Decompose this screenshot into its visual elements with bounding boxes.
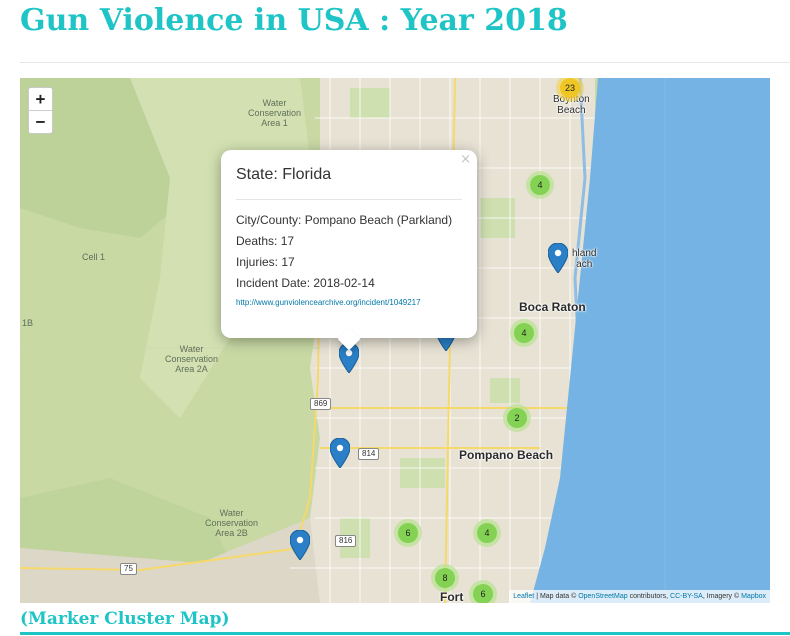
popup-close-button[interactable]: ×	[460, 152, 471, 167]
openstreetmap-link[interactable]: OpenStreetMap	[578, 593, 628, 600]
map-attribution: Leaflet | Map data © OpenStreetMap contr…	[509, 590, 770, 603]
zoom-in-button[interactable]: +	[29, 88, 52, 111]
cluster-count: 23	[560, 78, 580, 98]
map-marker-icon[interactable]	[290, 530, 310, 560]
marker-cluster[interactable]: 6	[394, 519, 422, 547]
cluster-count: 4	[477, 523, 497, 543]
license-link[interactable]: CC-BY-SA	[670, 593, 703, 600]
cluster-count: 4	[530, 175, 550, 195]
attribution-text: contributors,	[627, 593, 671, 600]
city-label-boca-raton: Boca Raton	[519, 300, 586, 314]
marker-cluster[interactable]: 4	[473, 519, 501, 547]
incident-popup: × State: Florida City/County: Pompano Be…	[221, 150, 477, 351]
marker-cluster[interactable]: 4	[526, 171, 554, 199]
zoom-control: + −	[28, 87, 53, 134]
marker-cluster[interactable]: 23	[556, 78, 584, 102]
label-cell1: Cell 1	[82, 252, 106, 262]
popup-state: State: Florida	[236, 166, 332, 183]
popup-divider	[236, 199, 462, 200]
popup-deaths: Deaths: 17	[236, 234, 295, 248]
page-title: Gun Violence in USA : Year 2018	[20, 3, 568, 38]
label-wca1: Water Conservation Area 1	[248, 98, 302, 128]
marker-cluster[interactable]: 6	[469, 580, 497, 603]
marker-cluster[interactable]: 8	[431, 564, 459, 592]
marker-cluster[interactable]: 4	[510, 319, 538, 347]
route-shield-816: 816	[335, 535, 357, 547]
city-label-fort-lauderdale: Fort	[440, 590, 464, 603]
popup-incident-link[interactable]: http://www.gunviolencearchive.org/incide…	[236, 298, 421, 307]
cluster-count: 6	[398, 523, 418, 543]
label-1b: 1B	[22, 318, 34, 328]
attribution-text: , Imagery ©	[702, 593, 742, 600]
route-shield-869: 869	[310, 398, 332, 410]
popup-body: City/County: Pompano Beach (Parkland) De…	[236, 214, 466, 309]
route-shield-814: 814	[358, 448, 380, 460]
cluster-count: 6	[473, 584, 493, 603]
mapbox-link[interactable]: Mapbox	[741, 593, 766, 600]
map-marker-icon[interactable]	[339, 343, 359, 373]
map-marker-icon[interactable]	[330, 438, 350, 468]
attribution-text: | Map data ©	[534, 593, 579, 600]
map-caption: (Marker Cluster Map)	[20, 609, 230, 629]
cluster-count: 4	[514, 323, 534, 343]
popup-injuries: Injuries: 17	[236, 255, 295, 269]
map-container[interactable]: Water Conservation Area 1 Water Conserva…	[20, 78, 770, 603]
map-marker-icon[interactable]	[548, 243, 568, 273]
zoom-out-button[interactable]: −	[35, 112, 46, 131]
popup-city-county: City/County: Pompano Beach (Parkland)	[236, 213, 453, 227]
leaflet-link[interactable]: Leaflet	[513, 593, 535, 600]
route-shield-75: 75	[120, 563, 137, 575]
city-label-highland-beach: hland ach	[572, 248, 597, 270]
city-label-pompano-beach: Pompano Beach	[459, 448, 554, 462]
cluster-count: 2	[507, 408, 527, 428]
marker-cluster[interactable]: 2	[503, 404, 531, 432]
label-wca2b: Water Conservation Area 2B	[205, 508, 259, 538]
cluster-count: 8	[435, 568, 455, 588]
label-wca2a: Water Conservation Area 2A	[165, 344, 219, 374]
caption-divider	[20, 632, 790, 635]
popup-incident-date: Incident Date: 2018-02-14	[236, 276, 375, 290]
title-divider	[20, 62, 790, 63]
